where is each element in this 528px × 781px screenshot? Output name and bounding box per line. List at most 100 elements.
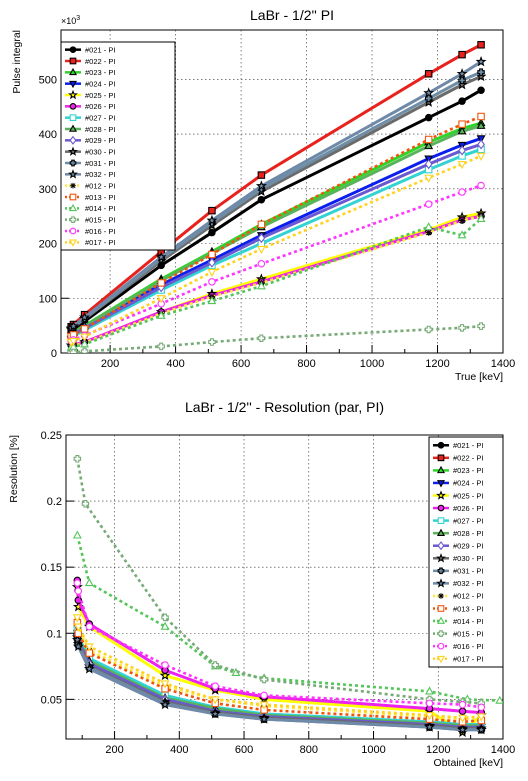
legend-item: #014 - PI <box>65 203 115 213</box>
legend-label: #024 - PI <box>85 79 115 88</box>
series-032-pi <box>71 634 487 735</box>
legend-label: #022 - PI <box>453 454 483 463</box>
legend-marker <box>69 216 77 224</box>
x-tick-label: 200 <box>101 358 119 370</box>
legend-label: #023 - PI <box>453 466 483 475</box>
legend-label: #013 - PI <box>85 193 115 202</box>
x-axis-label: True [keV] <box>455 371 503 383</box>
data-point <box>208 228 216 237</box>
legend-marker <box>68 146 78 156</box>
data-point <box>424 721 435 732</box>
legend-label: #023 - PI <box>85 68 115 77</box>
data-point <box>457 230 467 239</box>
data-point <box>257 171 266 179</box>
legend-label: #029 - PI <box>453 542 483 551</box>
legend-marker <box>437 541 445 551</box>
legend-marker <box>437 605 445 612</box>
legend-item: #028 - PI <box>65 124 115 134</box>
legend-item: #026 - PI <box>65 102 115 111</box>
legend-item: #023 - PI <box>433 465 483 475</box>
data-point <box>157 342 165 351</box>
data-point <box>80 339 90 348</box>
legend-item: #013 - PI <box>433 604 483 613</box>
legend-label: #012 - PI <box>453 592 483 601</box>
data-point <box>458 714 467 723</box>
legend-label: #032 - PI <box>85 170 115 179</box>
series-line <box>75 586 483 734</box>
data-point <box>458 324 466 332</box>
y-tick-label: 0.2 <box>47 496 62 508</box>
legend-marker <box>437 630 445 637</box>
legend-item: #029 - PI <box>65 135 115 145</box>
data-point <box>458 50 466 59</box>
legend-label: #026 - PI <box>453 504 483 513</box>
data-point <box>259 701 269 710</box>
data-point <box>80 333 90 342</box>
legend-item: #025 - PI <box>433 490 483 500</box>
data-point <box>456 68 468 79</box>
x-tick-label: 600 <box>235 744 253 756</box>
data-point <box>160 621 170 630</box>
data-point <box>209 708 221 719</box>
legend-label: #012 - PI <box>85 181 115 190</box>
x-tick-label: 1200 <box>425 358 449 370</box>
legend-item: #027 - PI <box>433 516 483 525</box>
data-point <box>495 695 503 704</box>
y-tick-label: 0.05 <box>41 694 62 706</box>
legend-label: #028 - PI <box>85 125 115 134</box>
series-016-pi <box>73 579 486 712</box>
legend-item: #022 - PI <box>433 454 483 463</box>
data-point <box>74 596 83 604</box>
y-tick-label: 0.1 <box>47 628 62 640</box>
data-point <box>85 622 94 631</box>
data-point <box>458 707 467 715</box>
legend-marker <box>436 480 446 488</box>
data-point <box>211 661 219 669</box>
data-point <box>477 139 485 150</box>
legend-marker <box>436 616 446 624</box>
series-013-pi <box>67 112 485 341</box>
legend-label: #028 - PI <box>453 529 483 538</box>
x-tick-label: 800 <box>300 744 318 756</box>
legend-item: #012 - PI <box>433 592 483 601</box>
legend-marker <box>68 124 78 132</box>
legend-item: #017 - PI <box>433 655 483 664</box>
legend-item: #015 - PI <box>433 629 483 638</box>
resolution-chart: LaBr - 1/2'' - Resolution (par, PI) 200 40… <box>8 399 515 769</box>
legend-marker <box>436 655 446 664</box>
y-tick-label: 300 <box>39 184 57 196</box>
data-point <box>208 206 216 215</box>
data-point <box>458 97 466 105</box>
series-015-pi <box>73 455 486 708</box>
series-025-pi <box>71 581 487 738</box>
data-point <box>84 643 94 652</box>
series-line <box>70 217 482 349</box>
legend-marker <box>438 593 444 599</box>
pulse-integral-chart: LaBr - 1/2'' PI 200 400 600 800 1000 1200 1400 0… <box>11 7 515 383</box>
x-tick-label: 600 <box>232 358 250 370</box>
legend-label: #015 - PI <box>85 215 115 224</box>
legend-item: #024 - PI <box>65 79 115 88</box>
legend-marker <box>69 159 77 167</box>
data-point <box>424 135 433 144</box>
legend-item: #028 - PI <box>433 528 483 538</box>
data-point <box>211 682 219 690</box>
legend-item: #013 - PI <box>65 193 115 202</box>
legend-label: #016 - PI <box>85 227 115 236</box>
legend-item: #027 - PI <box>65 113 115 122</box>
data-point <box>156 310 166 319</box>
data-point <box>257 334 266 342</box>
y-tick-label: 200 <box>39 239 57 251</box>
legend-marker <box>437 454 445 462</box>
data-point <box>71 634 83 645</box>
series-014-pi <box>66 213 486 351</box>
legend-item: #016 - PI <box>433 642 483 651</box>
data-point <box>80 347 89 353</box>
series-026-pi <box>73 576 486 717</box>
data-point <box>208 257 216 268</box>
data-point <box>207 296 217 305</box>
data-point <box>424 159 433 170</box>
legend-marker <box>436 465 446 474</box>
series-line <box>76 582 482 709</box>
x-tick-label: 1400 <box>491 358 515 370</box>
